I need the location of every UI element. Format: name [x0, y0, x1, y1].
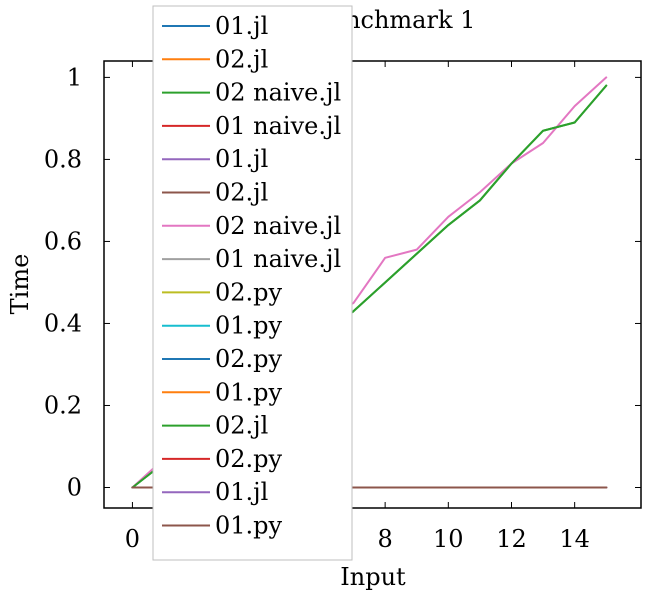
legend-label: 01.jl [215, 145, 268, 173]
legend-label: 01.jl [215, 12, 268, 40]
y-tick-label: 0.2 [44, 391, 82, 419]
y-tick-label: 1 [67, 63, 82, 91]
x-tick-label: 10 [433, 525, 464, 553]
legend-box [152, 5, 353, 561]
x-axis-label: Input [340, 563, 406, 591]
legend-label: 01.jl [215, 478, 268, 506]
legend-label: 02.jl [215, 412, 268, 440]
legend-label: 02 naive.jl [215, 79, 341, 107]
legend-label: 02.py [215, 278, 283, 306]
x-tick-label: 8 [377, 525, 392, 553]
x-tick-label: 14 [559, 525, 590, 553]
legend-label: 01 naive.jl [215, 245, 341, 273]
y-tick-label: 0 [67, 473, 82, 501]
legend-label: 02.py [215, 345, 283, 373]
plot-frame [103, 60, 642, 509]
legend-label: 01.py [215, 512, 283, 540]
legend-label: 01 naive.jl [215, 112, 341, 140]
legend: 01.jl 02.jl 02 naive.jl 01 naive.jl 01.jl 02.… [152, 5, 353, 561]
y-tick-label: 0.6 [44, 227, 82, 255]
legend-label: 01.py [215, 378, 283, 406]
x-tick-label: 0 [125, 525, 140, 553]
y-tick-label: 0.8 [44, 145, 82, 173]
x-tick-label: 12 [496, 525, 527, 553]
y-tick-label: 0.4 [44, 309, 82, 337]
legend-label: 01.py [215, 312, 283, 340]
legend-label: 02.jl [215, 45, 268, 73]
legend-label: 02 naive.jl [215, 212, 341, 240]
y-axis-label: Time [6, 254, 34, 315]
legend-label: 02.py [215, 445, 283, 473]
legend-label: 02.jl [215, 179, 268, 207]
